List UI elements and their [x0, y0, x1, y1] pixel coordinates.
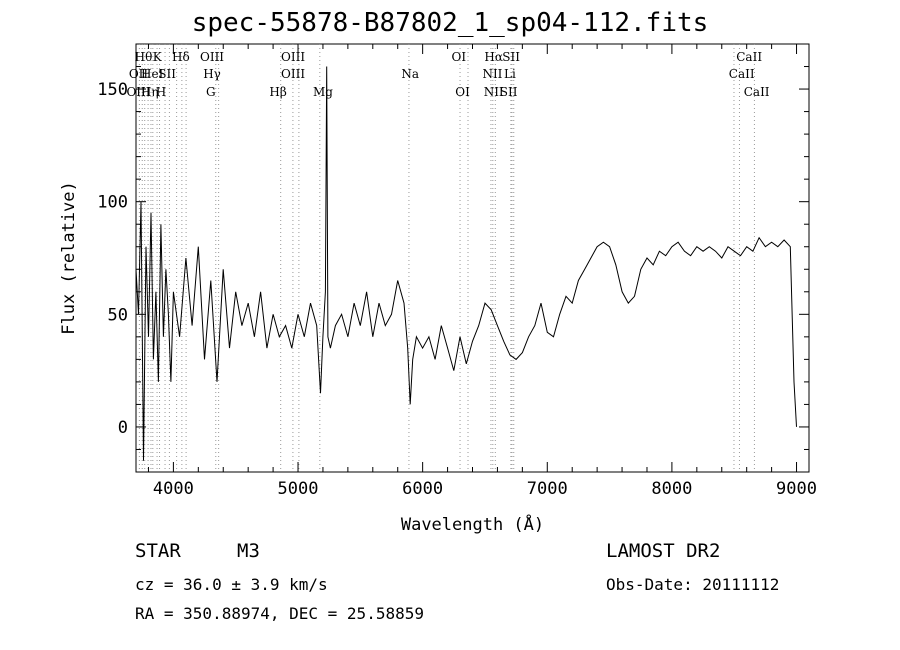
- spectral-line-label: Mg: [313, 85, 333, 99]
- spectral-line-label: OIII: [126, 85, 150, 99]
- spectral-line-label: OI: [452, 50, 467, 64]
- y-tick-label: 0: [118, 418, 128, 438]
- spectral-line-label: Hη: [141, 85, 159, 99]
- spectral-line-label: Hα: [484, 50, 503, 64]
- y-axis-label: Flux (relative): [59, 181, 79, 335]
- spectral-line-label: Hθ: [135, 50, 153, 64]
- spectral-line-label: SII: [158, 67, 176, 81]
- spectral-line-label: NII: [484, 85, 504, 99]
- x-tick-label: 7000: [527, 479, 568, 499]
- spectral-line-label: OIII: [200, 50, 224, 64]
- spectral-line-label: SII: [500, 85, 518, 99]
- spectral-line-label: Na: [401, 67, 419, 81]
- y-tick-label: 150: [97, 80, 128, 100]
- spectrum-line: [135, 66, 797, 461]
- spectral-line-label: HeI: [141, 67, 164, 81]
- spectral-line-label: Li: [504, 67, 516, 81]
- spectral-line-label: OII: [129, 67, 149, 81]
- x-tick-label: 4000: [153, 479, 194, 499]
- spectral-line-label: Hδ: [172, 50, 190, 64]
- spectral-line-label: OIII: [281, 50, 305, 64]
- spectral-line-label: Hγ: [203, 67, 221, 81]
- spectral-line-label: OIII: [281, 67, 305, 81]
- x-axis-label: Wavelength (Å): [401, 513, 544, 535]
- spectral-line-label: SII: [502, 50, 520, 64]
- spectral-line-label: CaII: [729, 67, 755, 81]
- redshift-cz: cz = 36.0 ± 3.9 km/s: [135, 575, 328, 594]
- x-tick-label: 8000: [651, 479, 692, 499]
- spectral-line-label: K: [153, 50, 163, 64]
- spectral-line-label: NII: [482, 67, 502, 81]
- spectral-line-label: CaII: [736, 50, 762, 64]
- x-tick-label: 9000: [776, 479, 817, 499]
- x-tick-label: 6000: [402, 479, 443, 499]
- plot-frame: [135, 43, 810, 473]
- spectral-line-label: G: [206, 85, 216, 99]
- y-tick-label: 100: [97, 193, 128, 213]
- object-subclass: M3: [237, 540, 260, 562]
- spectral-line-label: Hβ: [269, 85, 286, 99]
- obs-date: Obs-Date: 20111112: [606, 575, 780, 594]
- ra-dec: RA = 350.88974, DEC = 25.58859: [135, 604, 424, 623]
- y-tick-label: 50: [108, 305, 128, 325]
- chart-title: spec-55878-B87802_1_sp04-112.fits: [191, 8, 709, 38]
- spectral-line-label: CaII: [744, 85, 770, 99]
- object-class: STAR: [135, 540, 181, 562]
- spectral-line-label: OI: [455, 85, 470, 99]
- spectral-line-label: H: [156, 85, 166, 99]
- survey-name: LAMOST DR2: [606, 540, 721, 562]
- x-tick-label: 5000: [278, 479, 319, 499]
